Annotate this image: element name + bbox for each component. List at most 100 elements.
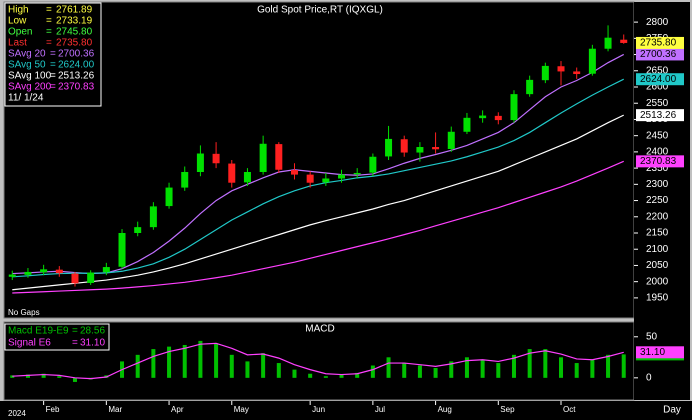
y-tick-label: 2050 — [646, 260, 669, 271]
candle-body — [541, 65, 549, 81]
ma-flag-label: 2370.83 — [640, 156, 677, 167]
quote-date: 11/ 1/24 — [8, 93, 44, 104]
legend-value: 31.10 — [80, 338, 105, 349]
macd-bar — [417, 365, 422, 378]
quote-box — [4, 2, 102, 107]
macd-bar — [527, 349, 532, 378]
legend-value: 2700.36 — [58, 49, 95, 60]
macd-bar — [621, 354, 626, 378]
legend-name: Signal E6 — [8, 338, 51, 349]
candle-body — [479, 115, 487, 119]
macd-legend-box — [4, 323, 110, 351]
candle-body — [102, 267, 110, 273]
moving-average — [12, 114, 624, 291]
macd-bar — [433, 367, 438, 378]
macd-bar — [25, 374, 30, 378]
quote-sep: = — [46, 5, 52, 16]
y-tick-label: 2300 — [646, 179, 669, 190]
x-tick-label: Apr — [171, 405, 184, 414]
macd-bar — [323, 376, 328, 378]
candle-body — [604, 37, 612, 49]
macd-bar — [151, 349, 156, 378]
candle-body — [55, 269, 63, 274]
ma-flag-label: 2624.00 — [640, 74, 677, 85]
candle-body — [463, 117, 471, 132]
ma-flag — [636, 155, 684, 168]
moving-average — [12, 160, 624, 294]
x-tick-label: Mar — [108, 405, 122, 414]
quote-value: 2761.89 — [56, 5, 93, 16]
macd-bar — [370, 365, 375, 378]
x-tick-label: Jul — [375, 405, 385, 414]
macd-bar — [386, 357, 391, 378]
legend-value: 2370.83 — [58, 82, 95, 93]
macd-bar — [41, 373, 46, 378]
macd-flag-label: 31.10 — [640, 347, 665, 358]
moving-average — [12, 53, 625, 275]
candle-body — [573, 71, 581, 75]
macd-bar — [402, 363, 407, 378]
macd-bar — [480, 359, 485, 378]
period-label: Day — [663, 405, 681, 416]
candle-body — [588, 48, 596, 74]
macd-bar — [229, 354, 234, 378]
y-tick-label: 2400 — [646, 147, 669, 158]
quote-sep: = — [46, 38, 52, 49]
candle-body — [385, 138, 393, 157]
x-tick-label: Sep — [500, 405, 515, 414]
y-tick-label: 1950 — [646, 293, 669, 304]
candle-body — [165, 187, 173, 207]
candle-body — [400, 139, 408, 153]
quote-value: 2733.19 — [56, 16, 93, 27]
quote-sep: = — [46, 27, 52, 38]
candle-body — [118, 232, 126, 267]
last-flag-label: 2735.80 — [640, 38, 677, 49]
legend-sep: = — [72, 326, 78, 337]
candle-body — [87, 272, 95, 283]
price-panel — [3, 1, 635, 319]
legend-sep: = — [50, 60, 56, 71]
macd-flag — [636, 346, 684, 359]
ma-flag — [636, 73, 684, 86]
candle-body — [275, 144, 283, 170]
macd-bar — [135, 354, 140, 378]
candle-body — [620, 39, 628, 43]
macd-bar — [182, 344, 187, 378]
candle-body — [40, 269, 48, 273]
legend-value: 2513.26 — [58, 71, 95, 82]
candle-body — [149, 206, 157, 228]
legend-value: 28.56 — [80, 326, 105, 337]
moving-average — [12, 78, 624, 278]
candle-body — [510, 94, 518, 121]
macd-bar — [292, 369, 297, 378]
macd-bar — [496, 363, 501, 378]
y-tick-label: 2600 — [646, 82, 669, 93]
legend-name: SAvg 20 — [8, 49, 46, 60]
y-tick-label: 2550 — [646, 98, 669, 109]
macd-bar — [308, 373, 313, 378]
legend-sep: = — [50, 49, 56, 60]
candle-body — [71, 273, 79, 284]
candle-body — [322, 178, 330, 183]
quote-label: Low — [8, 16, 27, 27]
ma-flag-label: 2700.36 — [640, 49, 677, 60]
signal-line — [12, 342, 624, 380]
legend-sep: = — [50, 82, 56, 93]
macd-bar — [355, 372, 360, 378]
macd-bar — [449, 361, 454, 378]
candle-body — [196, 153, 204, 173]
candle-body — [290, 170, 298, 175]
macd-title: MACD — [305, 324, 334, 335]
macd-bar — [606, 354, 611, 378]
x-tick-label: Jun — [312, 405, 325, 414]
legend-value: 2624.00 — [58, 60, 95, 71]
y-tick-label: 2450 — [646, 130, 669, 141]
macd-bar — [574, 363, 579, 378]
candle-body — [447, 131, 455, 149]
chart-title: Gold Spot Price,RT (IQXGL) — [257, 5, 383, 16]
candle-body — [306, 174, 314, 183]
x-tick-label: Feb — [46, 405, 60, 414]
macd-bar — [245, 361, 250, 378]
candle-body — [8, 274, 16, 277]
